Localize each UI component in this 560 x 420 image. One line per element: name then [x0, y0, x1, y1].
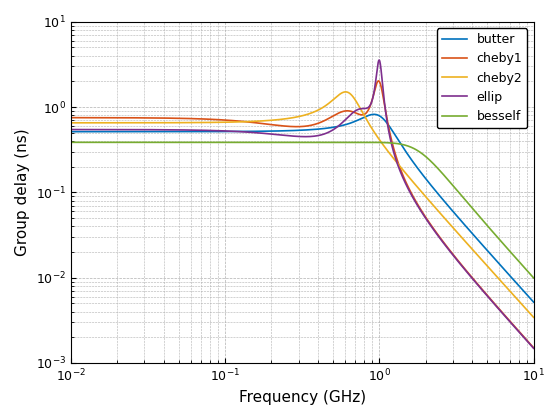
- cheby1: [472, 278, 478, 284]
- cheby2: [265, 118, 272, 123]
- ellip: [472, 279, 478, 284]
- Line: ellip: ellip: [71, 60, 534, 348]
- Line: cheby2: cheby2: [71, 92, 534, 318]
- cheby1: [265, 122, 272, 127]
- Line: besself: besself: [71, 142, 534, 278]
- cheby1: [521, 335, 528, 340]
- Line: cheby1: cheby1: [71, 81, 534, 348]
- besself: [120, 140, 127, 145]
- besself: [148, 140, 155, 145]
- ellip: [148, 127, 155, 132]
- cheby2: [530, 315, 537, 320]
- butter: [472, 234, 478, 239]
- butter: [120, 129, 127, 134]
- ellip: [376, 58, 382, 63]
- ellip: [120, 127, 127, 132]
- cheby2: [67, 120, 74, 125]
- Line: butter: butter: [71, 114, 534, 302]
- cheby1: [148, 116, 155, 121]
- cheby1: [120, 115, 127, 120]
- cheby2: [148, 120, 155, 125]
- besself: [126, 140, 133, 145]
- butter: [265, 129, 272, 134]
- Y-axis label: Group delay (ns): Group delay (ns): [15, 129, 30, 256]
- cheby1: [375, 79, 382, 84]
- butter: [67, 129, 74, 134]
- cheby1: [67, 115, 74, 120]
- Legend: butter, cheby1, cheby2, ellip, besself: butter, cheby1, cheby2, ellip, besself: [437, 28, 528, 128]
- cheby1: [530, 345, 537, 350]
- ellip: [245, 130, 251, 135]
- butter: [148, 129, 155, 134]
- butter: [371, 112, 377, 117]
- cheby2: [342, 89, 349, 94]
- ellip: [530, 346, 537, 351]
- besself: [245, 140, 251, 145]
- ellip: [521, 336, 528, 341]
- cheby2: [120, 120, 127, 125]
- cheby2: [521, 305, 528, 310]
- besself: [521, 265, 528, 270]
- cheby1: [245, 119, 251, 124]
- besself: [472, 209, 478, 214]
- besself: [530, 276, 537, 281]
- butter: [530, 299, 537, 304]
- cheby2: [472, 249, 478, 255]
- X-axis label: Frequency (GHz): Frequency (GHz): [239, 390, 366, 405]
- butter: [521, 290, 528, 295]
- cheby2: [245, 119, 251, 124]
- besself: [265, 140, 272, 145]
- ellip: [265, 131, 272, 136]
- besself: [67, 140, 74, 145]
- ellip: [67, 127, 74, 132]
- butter: [245, 129, 251, 134]
